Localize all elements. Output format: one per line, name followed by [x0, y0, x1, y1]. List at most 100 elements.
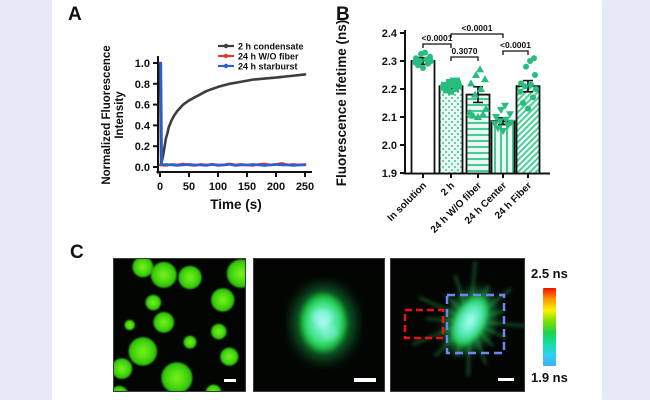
y-tick-label: 1.0: [135, 58, 150, 70]
scatter-point: [479, 110, 487, 118]
significance-bracket: [450, 56, 479, 61]
scatter-point: [491, 121, 499, 128]
scatter-point: [471, 90, 479, 98]
scatter-point: [466, 108, 474, 116]
bar-2-h: [438, 85, 464, 175]
significance-label: 0.3070: [452, 46, 478, 56]
microscopy-image-starburst: [390, 258, 525, 392]
legend-marker: [223, 43, 229, 49]
microscopy-image-single-condensate: [253, 258, 385, 392]
legend-label: 2 h condensate: [238, 42, 304, 52]
scatter-point: [445, 83, 451, 90]
scatter-point: [530, 94, 536, 101]
y-tick-label: 0.6: [135, 100, 150, 112]
scatter-point: [467, 79, 475, 87]
scatter-point: [413, 55, 419, 62]
scatter-point: [497, 107, 505, 114]
bar-In-solution: [410, 60, 436, 175]
significance-label: <0.0001: [500, 40, 531, 50]
significance-label: <0.0001: [422, 33, 453, 43]
significance-bracket: [450, 33, 504, 38]
scatter-point: [525, 105, 531, 112]
x-tick-label: 200: [267, 181, 285, 193]
scatter-point: [501, 102, 509, 110]
lifetime-bar-chart: 1.9 2.0 2.1 2.2 2.3 2.4 Fluorescence lifetime …: [334, 20, 550, 236]
single-condensate-blob: [292, 285, 356, 361]
droplet: [114, 358, 133, 380]
colorbar-max-label: 2.5 ns: [531, 266, 568, 281]
panel-c-label: C: [70, 242, 84, 263]
scatter-point: [482, 104, 490, 112]
significance-label: <0.0001: [462, 23, 493, 33]
bar-24-h-Fiber: [515, 85, 541, 175]
scatter-point: [477, 85, 485, 92]
y-tick-label: 2.1: [382, 112, 397, 124]
scatter-point: [496, 118, 504, 126]
x-tick-label: 50: [183, 181, 195, 193]
panel-b-label: B: [336, 4, 350, 25]
x-tick-label: 250: [296, 181, 314, 193]
y-tick-label: 1.9: [382, 168, 397, 180]
x-tick-label: 100: [209, 181, 227, 193]
colorbar-min-label: 1.9 ns: [531, 370, 568, 385]
y-tick-label: 0.4: [135, 120, 151, 132]
scatter-point: [523, 63, 529, 70]
y-tick-label: 2.4: [382, 28, 398, 40]
y-axis-title: Fluorescence lifetime (ns): [334, 20, 349, 187]
category-label: 2 h: [439, 180, 457, 198]
blue-roi-box: [445, 293, 506, 355]
scatter-point: [533, 86, 539, 92]
scale-bar: [354, 378, 376, 382]
droplet: [226, 259, 245, 288]
scatter-point: [499, 128, 507, 135]
legend-marker: [223, 63, 229, 69]
y-tick-label: 2.0: [382, 140, 397, 152]
y-tick-label: 0.8: [135, 79, 150, 91]
y-tick-label: 2.3: [382, 56, 397, 68]
droplet: [220, 347, 239, 366]
scatter-point: [476, 65, 484, 73]
droplet: [161, 362, 193, 391]
droplet: [210, 323, 227, 340]
scatter-point: [531, 55, 537, 62]
droplet: [210, 288, 235, 312]
blob-speckle: [322, 326, 338, 340]
scatter-point: [448, 88, 454, 95]
x-tick-label: 0: [157, 181, 163, 193]
scatter-point: [454, 77, 460, 84]
blob-body: [451, 296, 489, 346]
y-tick-label: 0.2: [135, 141, 150, 153]
scatter-point: [446, 79, 452, 85]
scatter-point: [420, 65, 426, 71]
x-tick-label: 150: [238, 181, 256, 193]
scatter-point: [517, 88, 523, 95]
scatter-point: [451, 81, 457, 88]
droplet: [145, 294, 162, 311]
scatter-point: [450, 77, 456, 84]
scatter-point: [502, 116, 510, 124]
starburst-image: [403, 261, 524, 377]
scatter-point: [492, 114, 500, 121]
droplet: [150, 261, 177, 288]
droplet: [183, 335, 197, 349]
droplet: [128, 336, 158, 366]
lifetime-colorbar: [543, 288, 556, 366]
scatter-point: [518, 80, 524, 87]
y-axis-title-line: Intensity: [114, 91, 126, 139]
legend-label: 24 h W/O fiber: [238, 52, 299, 62]
y-axis-title-text: Fluorescence lifetime (ns): [334, 20, 349, 187]
scatter-point: [506, 111, 514, 119]
significance-bracket: [502, 50, 529, 55]
scatter-point: [427, 53, 433, 60]
droplet: [178, 265, 202, 290]
droplet: [205, 384, 222, 391]
scale-bar: [498, 377, 514, 381]
droplet: [124, 319, 135, 331]
frap-line-chart: 0.0 0.2 0.4 0.6 0.8 1.0 0 50 100 150 200 250 Time (s…: [101, 42, 314, 213]
legend-label: 24 h starburst: [238, 62, 298, 72]
y-tick-label: 0.0: [135, 162, 150, 174]
scale-bar: [224, 379, 236, 382]
y-axis-title-line: Normalized Fluorescence: [101, 45, 113, 184]
scatter-point: [532, 72, 538, 78]
